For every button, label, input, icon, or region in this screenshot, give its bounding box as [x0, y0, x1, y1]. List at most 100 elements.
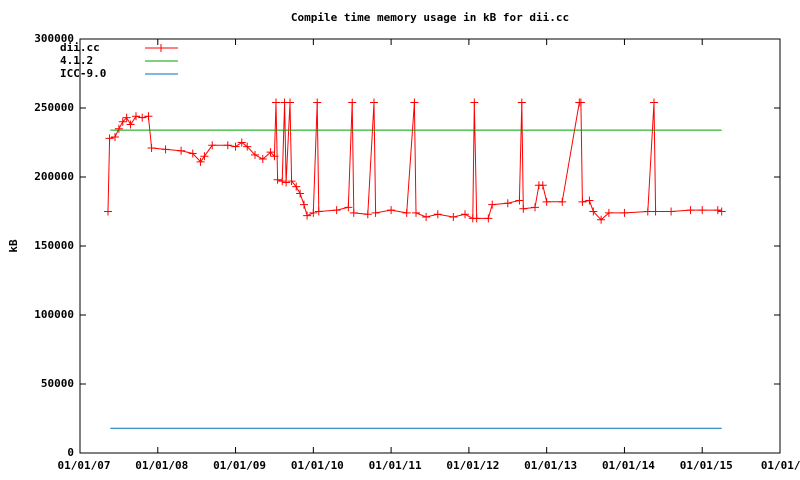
- x-tick-label: 01/01/1: [761, 459, 800, 472]
- point-marker: [576, 98, 585, 107]
- point-marker: [585, 196, 594, 205]
- point-marker: [286, 98, 294, 107]
- y-tick-label: 50000: [41, 377, 74, 390]
- x-tick-label: 01/01/11: [369, 459, 422, 472]
- point-marker: [597, 215, 606, 224]
- point-marker: [231, 142, 240, 151]
- point-marker: [667, 207, 676, 216]
- point-marker: [104, 207, 112, 216]
- point-marker: [363, 210, 372, 219]
- point-marker: [589, 207, 598, 216]
- point-marker: [138, 113, 147, 122]
- point-marker: [270, 152, 279, 161]
- point-marker: [370, 98, 378, 107]
- y-tick-label: 100000: [34, 308, 74, 321]
- point-marker: [604, 208, 613, 217]
- point-marker: [472, 214, 481, 223]
- point-marker: [278, 177, 287, 186]
- point-marker: [282, 178, 291, 187]
- point-marker: [223, 141, 232, 150]
- point-marker: [713, 206, 722, 215]
- point-marker: [287, 177, 296, 186]
- point-marker: [266, 148, 275, 157]
- point-marker: [296, 189, 305, 198]
- x-tick-label: 01/01/09: [213, 459, 266, 472]
- point-marker: [200, 152, 209, 161]
- legend-label: 4.1.2: [60, 54, 93, 67]
- point-marker: [717, 207, 726, 216]
- point-marker: [144, 112, 153, 121]
- point-marker: [272, 98, 280, 107]
- series-line: [107, 102, 722, 221]
- point-marker: [387, 206, 396, 215]
- point-marker: [620, 208, 629, 217]
- legend-label: ICC-9.0: [60, 67, 106, 80]
- point-marker: [348, 98, 357, 107]
- plot-border: [79, 38, 781, 454]
- point-marker: [531, 203, 539, 212]
- x-tick-label: 01/01/12: [446, 459, 499, 472]
- x-tick-label: 01/01/15: [680, 459, 733, 472]
- point-marker: [161, 145, 170, 154]
- point-marker: [314, 207, 323, 216]
- point-marker: [488, 200, 497, 209]
- point-marker: [558, 197, 567, 206]
- point-marker: [132, 112, 140, 121]
- point-marker: [147, 144, 156, 153]
- point-marker: [412, 208, 420, 217]
- point-marker: [515, 196, 524, 205]
- point-marker: [258, 155, 267, 164]
- point-marker: [114, 124, 123, 133]
- point-marker: [126, 120, 135, 129]
- chart-title: Compile time memory usage in kB for dii.…: [291, 11, 569, 24]
- point-marker: [349, 208, 358, 217]
- point-marker: [698, 206, 707, 215]
- y-tick-label: 250000: [34, 101, 74, 114]
- point-marker: [470, 98, 479, 107]
- point-marker: [461, 210, 469, 219]
- y-tick-label: 200000: [34, 170, 74, 183]
- point-marker: [208, 141, 217, 150]
- point-marker: [449, 213, 458, 222]
- point-marker: [578, 197, 587, 206]
- x-tick-label: 01/01/10: [291, 459, 344, 472]
- point-marker: [484, 214, 493, 223]
- point-marker: [371, 208, 380, 217]
- x-tick-label: 01/01/08: [135, 459, 188, 472]
- point-marker: [410, 98, 419, 107]
- y-axis-label: kB: [7, 239, 20, 253]
- legend-marker: [157, 44, 165, 52]
- point-marker: [309, 208, 318, 217]
- point-marker: [177, 146, 186, 155]
- point-marker: [303, 211, 312, 220]
- point-marker: [122, 113, 131, 122]
- x-tick-label: 01/01/07: [58, 459, 111, 472]
- point-marker: [313, 98, 322, 107]
- point-marker: [651, 207, 660, 216]
- point-marker: [538, 181, 547, 190]
- point-marker: [237, 138, 246, 147]
- point-marker: [105, 134, 114, 143]
- point-marker: [650, 98, 658, 107]
- point-marker: [643, 207, 652, 216]
- point-marker: [332, 206, 341, 215]
- y-tick-label: 300000: [34, 32, 74, 45]
- point-marker: [686, 206, 695, 215]
- point-marker: [503, 199, 512, 208]
- point-marker: [517, 98, 526, 107]
- point-marker: [344, 203, 353, 212]
- point-marker: [422, 213, 431, 222]
- point-marker: [273, 175, 282, 184]
- point-marker: [519, 204, 528, 213]
- point-marker: [251, 150, 259, 159]
- point-marker: [542, 197, 551, 206]
- point-marker: [402, 208, 411, 217]
- point-marker: [196, 157, 205, 166]
- point-marker: [433, 210, 442, 219]
- y-tick-label: 0: [67, 446, 74, 459]
- point-marker: [111, 132, 119, 141]
- x-tick-label: 01/01/13: [524, 459, 577, 472]
- point-marker: [118, 117, 127, 126]
- point-marker: [300, 200, 308, 209]
